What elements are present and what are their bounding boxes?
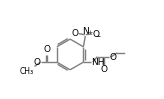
Text: O: O (101, 65, 108, 74)
Text: O: O (93, 30, 100, 39)
Text: O: O (72, 29, 79, 38)
Text: +: + (87, 30, 92, 35)
Text: O: O (43, 45, 51, 54)
Text: −: − (95, 33, 100, 38)
Text: O: O (110, 53, 117, 62)
Text: O: O (34, 58, 41, 67)
Text: NH: NH (92, 58, 105, 67)
Text: N: N (82, 27, 89, 36)
Text: CH₃: CH₃ (20, 67, 34, 76)
